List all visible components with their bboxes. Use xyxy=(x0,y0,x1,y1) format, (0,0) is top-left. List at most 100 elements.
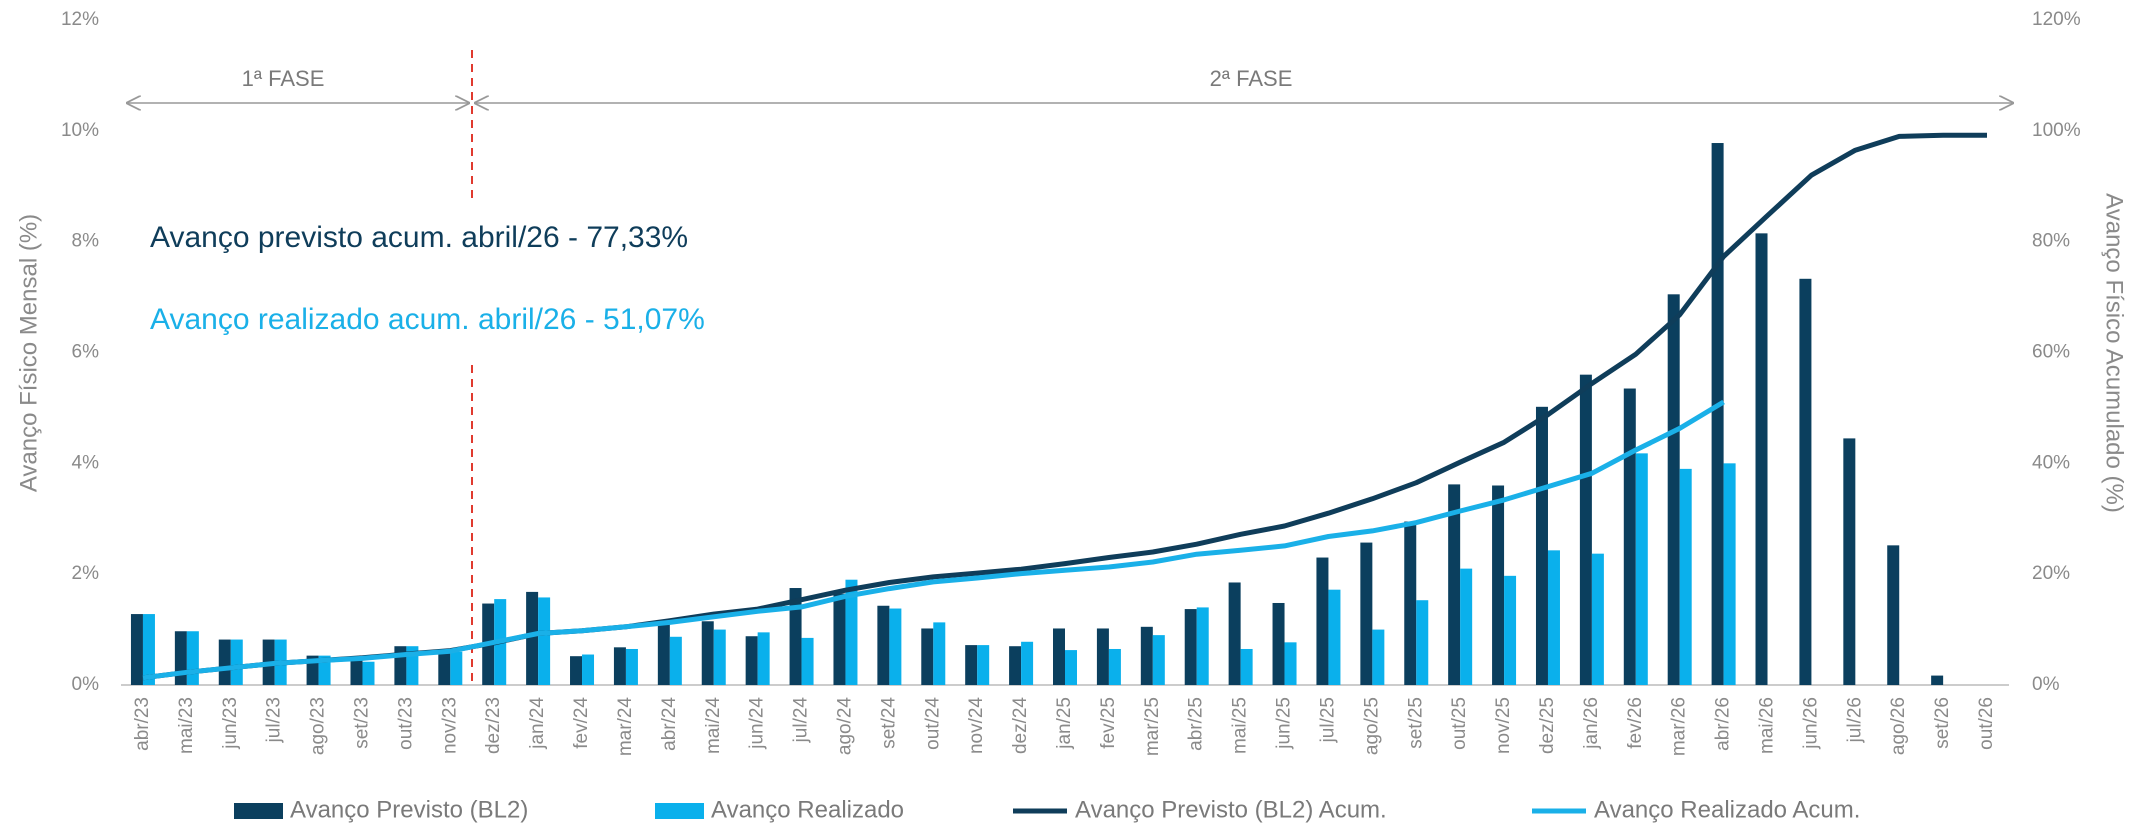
y2-axis-label: Avanço Físico Acumulado (%) xyxy=(2101,193,2128,513)
legend-swatch xyxy=(655,803,704,819)
x-tick-label: mar/25 xyxy=(1142,697,1163,756)
bar xyxy=(1140,626,1153,685)
bar xyxy=(1096,628,1109,685)
bar xyxy=(889,608,902,685)
y-axis-label: Avanço Físico Mensal (%) xyxy=(15,214,42,492)
bar xyxy=(1755,233,1768,685)
line xyxy=(142,399,1725,681)
bar xyxy=(1799,278,1812,685)
bar xyxy=(1372,629,1385,685)
x-tick-label: ago/24 xyxy=(834,697,855,756)
bar xyxy=(877,605,890,685)
bar xyxy=(1504,575,1517,685)
y-tick-label: 10% xyxy=(61,120,99,141)
x-tick-label: ago/26 xyxy=(1888,697,1909,755)
bar xyxy=(801,637,814,685)
bar xyxy=(1404,521,1417,685)
x-tick-label: mai/26 xyxy=(1757,697,1778,754)
bar xyxy=(921,628,934,685)
bar xyxy=(538,597,551,685)
bar xyxy=(1448,484,1461,685)
bar xyxy=(1591,553,1604,685)
bar xyxy=(1667,294,1680,685)
bar xyxy=(1196,607,1209,685)
x-tick-label: out/23 xyxy=(395,697,416,750)
legend-label: Avanço Previsto (BL2) xyxy=(290,796,528,823)
x-tick-label: ago/25 xyxy=(1361,697,1382,755)
bar xyxy=(1535,406,1548,685)
y-tick-label: 0% xyxy=(72,674,100,695)
bar xyxy=(1635,453,1648,685)
legend-label: Avanço Realizado Acum. xyxy=(1594,796,1860,823)
y-tick-label: 8% xyxy=(72,231,100,252)
legend-label: Avanço Realizado xyxy=(711,796,904,823)
x-tick-label: mar/24 xyxy=(615,697,636,757)
x-tick-label: set/23 xyxy=(352,697,373,749)
x-tick-label: jan/25 xyxy=(1054,697,1075,750)
x-tick-label: mai/24 xyxy=(703,697,724,754)
bar xyxy=(1328,589,1341,685)
bar xyxy=(1065,650,1077,685)
x-tick-label: jul/24 xyxy=(791,697,812,744)
bar xyxy=(1360,542,1373,685)
bar xyxy=(657,624,670,685)
x-tick-label: jul/26 xyxy=(1844,697,1865,743)
bar xyxy=(1679,468,1692,685)
bar xyxy=(570,656,583,685)
bar xyxy=(833,593,846,685)
x-tick-label: jan/26 xyxy=(1581,697,1602,750)
bar xyxy=(625,648,638,685)
x-tick-label: fev/24 xyxy=(571,697,592,749)
bar xyxy=(582,654,595,685)
x-tick-label: dez/24 xyxy=(1010,697,1031,754)
x-tick-label: jul/25 xyxy=(1317,697,1338,743)
bar xyxy=(186,631,199,685)
y2-tick-label: 0% xyxy=(2032,674,2060,695)
x-tick-label: jan/24 xyxy=(527,697,548,750)
bar xyxy=(1009,646,1022,685)
bar xyxy=(1021,641,1034,685)
x-tick-label: abr/23 xyxy=(132,697,153,751)
y2-tick-label: 40% xyxy=(2032,452,2070,473)
annotation: Avanço previsto acum. abril/26 - 77,33% xyxy=(150,221,688,254)
bar xyxy=(701,621,714,685)
x-tick-label: nov/24 xyxy=(966,697,987,754)
y2-tick-label: 100% xyxy=(2032,120,2081,141)
y-tick-label: 2% xyxy=(72,563,100,584)
bar xyxy=(933,622,946,685)
x-tick-label: set/25 xyxy=(1405,697,1426,749)
bar xyxy=(1228,582,1241,685)
x-tick-label: fev/25 xyxy=(1098,697,1119,749)
bar xyxy=(1416,600,1429,685)
bar xyxy=(1240,648,1253,685)
bar xyxy=(745,636,758,685)
x-tick-label: set/24 xyxy=(878,697,899,749)
phase-label: 2ª FASE xyxy=(1210,66,1293,91)
x-tick-label: mar/26 xyxy=(1669,697,1690,756)
y-tick-label: 12% xyxy=(61,9,99,30)
bar xyxy=(174,631,187,685)
y2-tick-label: 80% xyxy=(2032,231,2070,252)
line xyxy=(142,132,1987,681)
annotation: Avanço realizado acum. abril/26 - 51,07% xyxy=(150,303,705,336)
bar xyxy=(845,579,858,685)
bar xyxy=(965,645,978,685)
bar xyxy=(1887,545,1900,685)
legend-swatch xyxy=(234,803,283,819)
bar xyxy=(1492,485,1505,685)
bar xyxy=(142,614,155,685)
bar xyxy=(789,588,802,685)
x-tick-label: out/26 xyxy=(1976,697,1997,750)
bar xyxy=(130,614,143,685)
x-tick-label: jun/24 xyxy=(747,697,768,750)
x-tick-label: fev/26 xyxy=(1625,697,1646,749)
bar xyxy=(757,632,770,685)
bar xyxy=(1284,642,1297,685)
x-tick-label: jul/23 xyxy=(264,697,285,743)
bar xyxy=(438,651,451,685)
x-tick-label: set/26 xyxy=(1932,697,1953,749)
bar xyxy=(1931,675,1944,685)
y2-tick-label: 120% xyxy=(2032,9,2081,30)
y-tick-label: 6% xyxy=(72,342,100,363)
